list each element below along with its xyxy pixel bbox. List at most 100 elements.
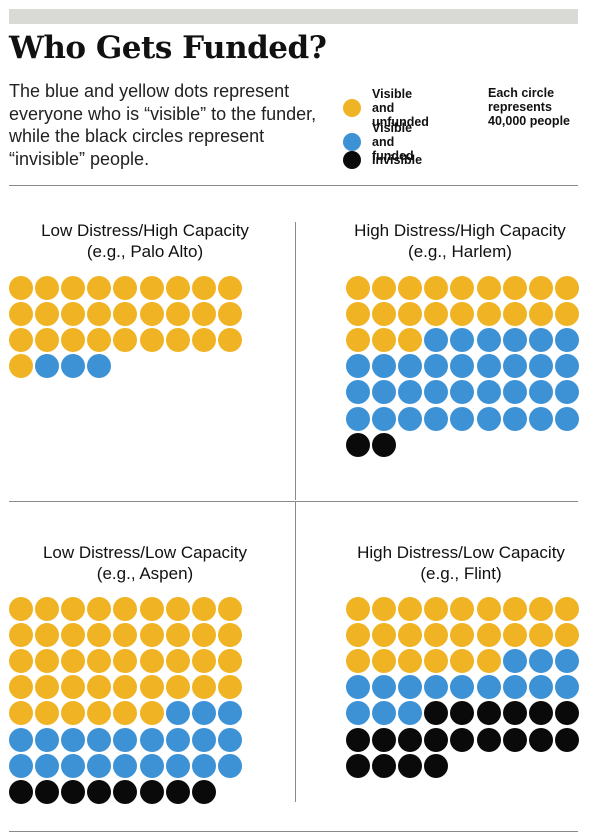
dot-visible-and-unfunded <box>35 623 60 648</box>
dot-visible-and-funded <box>450 675 475 700</box>
dot-visible-and-unfunded <box>528 276 553 300</box>
dot-visible-and-funded <box>346 354 370 379</box>
dot-visible-and-funded <box>450 406 475 431</box>
dot-visible-and-unfunded <box>9 276 33 300</box>
dot-visible-and-funded <box>424 328 449 353</box>
dot-invisible <box>165 779 190 804</box>
dot-visible-and-funded <box>217 753 242 778</box>
dot-invisible <box>424 701 449 726</box>
dot-visible-and-unfunded <box>554 302 579 327</box>
dot-invisible <box>346 727 370 752</box>
dot-visible-and-unfunded <box>424 649 449 674</box>
dot-visible-and-funded <box>554 406 579 431</box>
dot-visible-and-unfunded <box>528 623 553 648</box>
dot-visible-and-unfunded <box>346 649 370 674</box>
dot-visible-and-unfunded <box>424 276 449 300</box>
dot-visible-and-unfunded <box>61 597 86 621</box>
dot-invisible <box>87 779 112 804</box>
dot-visible-and-funded <box>554 328 579 353</box>
dot-visible-and-unfunded <box>165 675 190 700</box>
dot-visible-and-unfunded <box>165 597 190 621</box>
black-dot-icon <box>343 151 361 169</box>
dot-visible-and-unfunded <box>139 701 164 726</box>
page-title: Who Gets Funded? <box>9 30 327 66</box>
dot-visible-and-unfunded <box>372 302 397 327</box>
dot-visible-and-funded <box>424 675 449 700</box>
dot-visible-and-funded <box>554 675 579 700</box>
dot-visible-and-unfunded <box>372 649 397 674</box>
dot-visible-and-funded <box>113 753 138 778</box>
dot-visible-and-funded <box>476 354 501 379</box>
dot-visible-and-unfunded <box>398 649 423 674</box>
dot-visible-and-unfunded <box>398 597 423 621</box>
dot-visible-and-funded <box>398 406 423 431</box>
dot-invisible <box>554 701 579 726</box>
dot-visible-and-unfunded <box>476 597 501 621</box>
dot-visible-and-unfunded <box>476 623 501 648</box>
dot-visible-and-unfunded <box>61 675 86 700</box>
dot-visible-and-funded <box>165 701 190 726</box>
dot-visible-and-unfunded <box>346 276 370 300</box>
dot-visible-and-funded <box>424 354 449 379</box>
dot-visible-and-unfunded <box>139 302 164 327</box>
legend-item-visible-unfunded: Visible and unfunded <box>343 87 429 129</box>
dot-visible-and-funded <box>217 727 242 752</box>
dot-invisible <box>424 727 449 752</box>
dot-visible-and-unfunded <box>9 328 33 353</box>
dot-visible-and-funded <box>554 649 579 674</box>
dot-visible-and-funded <box>346 675 370 700</box>
dot-visible-and-unfunded <box>87 675 112 700</box>
dot-visible-and-unfunded <box>398 302 423 327</box>
dot-visible-and-funded <box>554 354 579 379</box>
scale-note: Each circle represents 40,000 people <box>488 86 570 128</box>
dot-visible-and-funded <box>476 406 501 431</box>
dot-visible-and-unfunded <box>9 302 33 327</box>
dot-visible-and-unfunded <box>87 623 112 648</box>
dot-visible-and-funded <box>191 727 216 752</box>
dot-visible-and-funded <box>346 701 370 726</box>
dot-visible-and-unfunded <box>424 302 449 327</box>
dot-visible-and-unfunded <box>165 276 190 300</box>
dot-visible-and-funded <box>217 701 242 726</box>
dot-visible-and-funded <box>502 406 527 431</box>
dot-visible-and-unfunded <box>35 597 60 621</box>
dot-visible-and-unfunded <box>217 597 242 621</box>
dot-invisible <box>528 701 553 726</box>
dot-visible-and-unfunded <box>217 675 242 700</box>
dot-visible-and-unfunded <box>139 276 164 300</box>
panel-title-aspen: Low Distress/Low Capacity (e.g., Aspen) <box>42 543 248 583</box>
dot-visible-and-unfunded <box>9 597 33 621</box>
dot-visible-and-unfunded <box>191 597 216 621</box>
dot-visible-and-funded <box>113 727 138 752</box>
dot-visible-and-unfunded <box>165 649 190 674</box>
dot-visible-and-funded <box>61 354 86 379</box>
dot-visible-and-unfunded <box>217 302 242 327</box>
dot-visible-and-funded <box>191 701 216 726</box>
dot-visible-and-funded <box>502 675 527 700</box>
dot-visible-and-funded <box>9 727 33 752</box>
dot-visible-and-unfunded <box>191 302 216 327</box>
dot-visible-and-funded <box>398 701 423 726</box>
dot-visible-and-unfunded <box>9 701 33 726</box>
dot-visible-and-unfunded <box>9 649 33 674</box>
dot-visible-and-unfunded <box>113 302 138 327</box>
dot-visible-and-unfunded <box>87 302 112 327</box>
dot-visible-and-unfunded <box>165 623 190 648</box>
dot-visible-and-unfunded <box>61 328 86 353</box>
dot-visible-and-unfunded <box>424 597 449 621</box>
dot-visible-and-funded <box>139 727 164 752</box>
dot-visible-and-unfunded <box>398 328 423 353</box>
dot-visible-and-unfunded <box>87 276 112 300</box>
dot-visible-and-unfunded <box>35 675 60 700</box>
description: The blue and yellow dots represent every… <box>9 81 317 169</box>
dot-invisible <box>528 727 553 752</box>
dot-visible-and-unfunded <box>139 623 164 648</box>
dot-visible-and-unfunded <box>450 623 475 648</box>
dot-visible-and-unfunded <box>450 649 475 674</box>
dot-visible-and-funded <box>372 406 397 431</box>
dot-visible-and-funded <box>9 753 33 778</box>
dot-visible-and-unfunded <box>139 649 164 674</box>
dot-visible-and-funded <box>528 406 553 431</box>
dot-visible-and-unfunded <box>476 276 501 300</box>
dot-visible-and-unfunded <box>87 649 112 674</box>
